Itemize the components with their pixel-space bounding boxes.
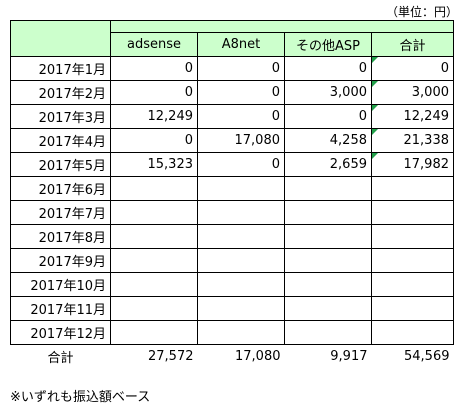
total-cell: 21,338 xyxy=(371,128,454,153)
a8net-cell xyxy=(197,320,285,345)
month-cell: 2017年9月 xyxy=(10,248,111,273)
other-asp-cell: 3,000 xyxy=(284,80,372,105)
header-adsense: adsense xyxy=(110,32,198,57)
header-other-asp: その他ASP xyxy=(284,32,372,57)
table-row: 2017年8月 xyxy=(10,224,454,249)
a8net-cell: 17,080 xyxy=(197,128,285,153)
total-cell xyxy=(371,224,454,249)
adsense-cell: 12,249 xyxy=(110,104,198,129)
month-cell: 2017年8月 xyxy=(10,224,111,249)
unit-label: （単位：円） xyxy=(385,5,458,19)
total-cell: 12,249 xyxy=(371,104,454,129)
table-row: 2017年7月 xyxy=(10,200,454,225)
table-row: 2017年12月 xyxy=(10,320,454,345)
other-asp-cell xyxy=(284,272,372,297)
month-cell: 2017年5月 xyxy=(10,152,111,177)
table-row: 2017年2月 0 0 3,000 3,000 xyxy=(10,80,454,105)
adsense-cell xyxy=(110,200,198,225)
other-asp-cell xyxy=(284,296,372,321)
comment-marker-icon xyxy=(372,105,378,111)
a8net-cell xyxy=(197,296,285,321)
a8net-cell xyxy=(197,200,285,225)
adsense-cell xyxy=(110,224,198,249)
total-cell xyxy=(371,320,454,345)
adsense-cell: 0 xyxy=(110,56,198,81)
month-cell: 2017年12月 xyxy=(10,320,111,345)
header-top-band xyxy=(110,20,454,33)
other-asp-cell: 2,659 xyxy=(284,152,372,177)
adsense-cell xyxy=(110,320,198,345)
other-asp-cell xyxy=(284,200,372,225)
comment-marker-icon xyxy=(372,153,378,159)
a8net-cell: 0 xyxy=(197,104,285,129)
month-cell: 2017年4月 xyxy=(10,128,111,153)
table-row: 2017年11月 xyxy=(10,296,454,321)
a8net-cell xyxy=(197,272,285,297)
adsense-cell xyxy=(110,296,198,321)
adsense-cell: 0 xyxy=(110,80,198,105)
table-row: 2017年3月 12,249 0 0 12,249 xyxy=(10,104,454,129)
other-asp-cell xyxy=(284,248,372,273)
other-asp-cell xyxy=(284,320,372,345)
month-cell: 2017年6月 xyxy=(10,176,111,201)
total-cell: 0 xyxy=(371,56,454,81)
total-cell xyxy=(371,200,454,225)
sum-total: 54,569 xyxy=(371,344,454,369)
total-cell: 17,982 xyxy=(371,152,454,177)
month-cell: 2017年3月 xyxy=(10,104,111,129)
table-row: 2017年9月 xyxy=(10,248,454,273)
adsense-cell xyxy=(110,176,198,201)
other-asp-cell: 0 xyxy=(284,56,372,81)
table-row: 2017年5月 15,323 0 2,659 17,982 xyxy=(10,152,454,177)
revenue-table: adsense A8net その他ASP 合計 2017年1月 0 0 0 0 2017年… xyxy=(10,20,454,369)
month-cell: 2017年2月 xyxy=(10,80,111,105)
adsense-cell xyxy=(110,272,198,297)
a8net-cell: 0 xyxy=(197,152,285,177)
month-cell: 2017年7月 xyxy=(10,200,111,225)
sum-adsense: 27,572 xyxy=(110,344,198,369)
other-asp-cell: 0 xyxy=(284,104,372,129)
header-corner-cell xyxy=(10,20,111,57)
total-cell xyxy=(371,176,454,201)
table-row: 2017年10月 xyxy=(10,272,454,297)
sum-label: 合計 xyxy=(10,344,111,369)
month-cell: 2017年1月 xyxy=(10,56,111,81)
total-cell xyxy=(371,296,454,321)
header-total: 合計 xyxy=(371,32,454,57)
month-cell: 2017年11月 xyxy=(10,296,111,321)
a8net-cell: 0 xyxy=(197,56,285,81)
sum-other-asp: 9,917 xyxy=(284,344,372,369)
adsense-cell: 0 xyxy=(110,128,198,153)
a8net-cell xyxy=(197,176,285,201)
adsense-cell: 15,323 xyxy=(110,152,198,177)
footnote: ※いずれも振込額ベース xyxy=(10,390,151,405)
other-asp-cell xyxy=(284,176,372,201)
comment-marker-icon xyxy=(372,129,378,135)
comment-marker-icon xyxy=(372,81,378,87)
other-asp-cell: 4,258 xyxy=(284,128,372,153)
header-a8net: A8net xyxy=(197,32,285,57)
table-row: 2017年1月 0 0 0 0 xyxy=(10,56,454,81)
a8net-cell xyxy=(197,248,285,273)
total-cell xyxy=(371,248,454,273)
total-cell xyxy=(371,272,454,297)
month-cell: 2017年10月 xyxy=(10,272,111,297)
adsense-cell xyxy=(110,248,198,273)
a8net-cell xyxy=(197,224,285,249)
total-cell: 3,000 xyxy=(371,80,454,105)
table-row: 2017年6月 xyxy=(10,176,454,201)
other-asp-cell xyxy=(284,224,372,249)
table-row: 2017年4月 0 17,080 4,258 21,338 xyxy=(10,128,454,153)
sum-row: 合計 27,572 17,080 9,917 54,569 xyxy=(10,344,454,369)
sum-a8net: 17,080 xyxy=(197,344,285,369)
comment-marker-icon xyxy=(372,57,378,63)
a8net-cell: 0 xyxy=(197,80,285,105)
